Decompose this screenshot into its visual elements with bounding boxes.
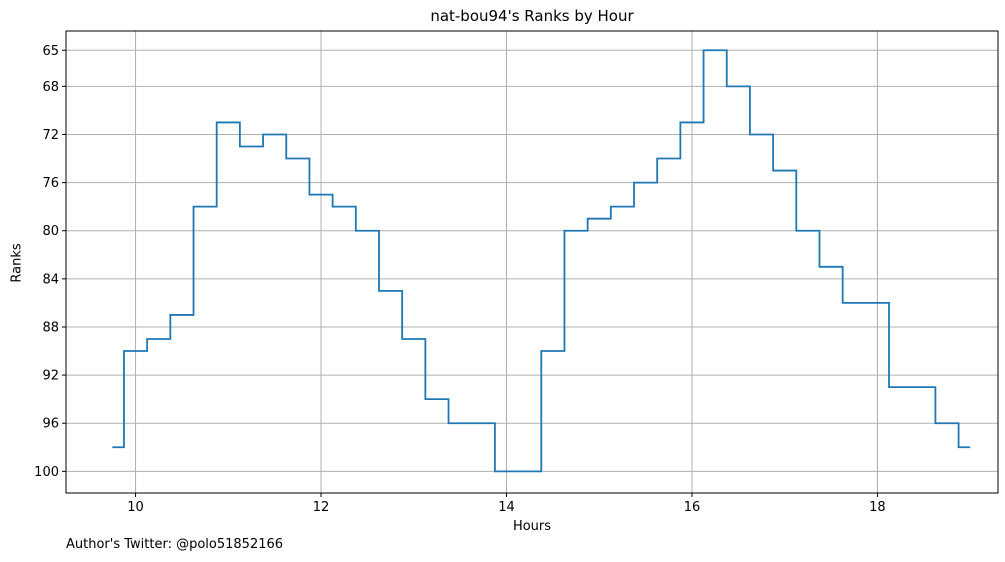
y-axis-label: Ranks — [9, 243, 25, 283]
x-tick-label: 18 — [869, 500, 886, 515]
x-tick-label: 14 — [498, 500, 515, 515]
y-tick-label: 65 — [42, 44, 59, 59]
y-tick-label: 76 — [42, 176, 59, 191]
x-tick-label: 10 — [127, 500, 144, 515]
x-tick-label: 12 — [313, 500, 330, 515]
y-tick-label: 92 — [42, 369, 59, 384]
y-tick-label: 96 — [42, 417, 59, 432]
y-tick-label: 84 — [42, 272, 59, 287]
y-tick-label: 88 — [42, 320, 59, 335]
y-tick-label: 72 — [42, 128, 59, 143]
x-axis-label: Hours — [512, 519, 552, 534]
axis-ticks: 10 12 14 16 18 65 68 72 76 80 84 88 92 96 100 — [34, 44, 886, 515]
series-group — [112, 49, 971, 473]
y-tick-label: 68 — [42, 80, 59, 95]
y-tick-label: 80 — [42, 224, 59, 239]
x-tick-label: 16 — [684, 500, 701, 515]
grid-lines — [66, 31, 998, 493]
rank-step-line — [112, 49, 971, 473]
chart-title: nat-bou94's Ranks by Hour — [430, 7, 634, 25]
plot-frame — [65, 30, 999, 494]
y-tick-label: 100 — [34, 465, 59, 480]
author-credit: Author's Twitter: @polo51852166 — [66, 537, 284, 552]
